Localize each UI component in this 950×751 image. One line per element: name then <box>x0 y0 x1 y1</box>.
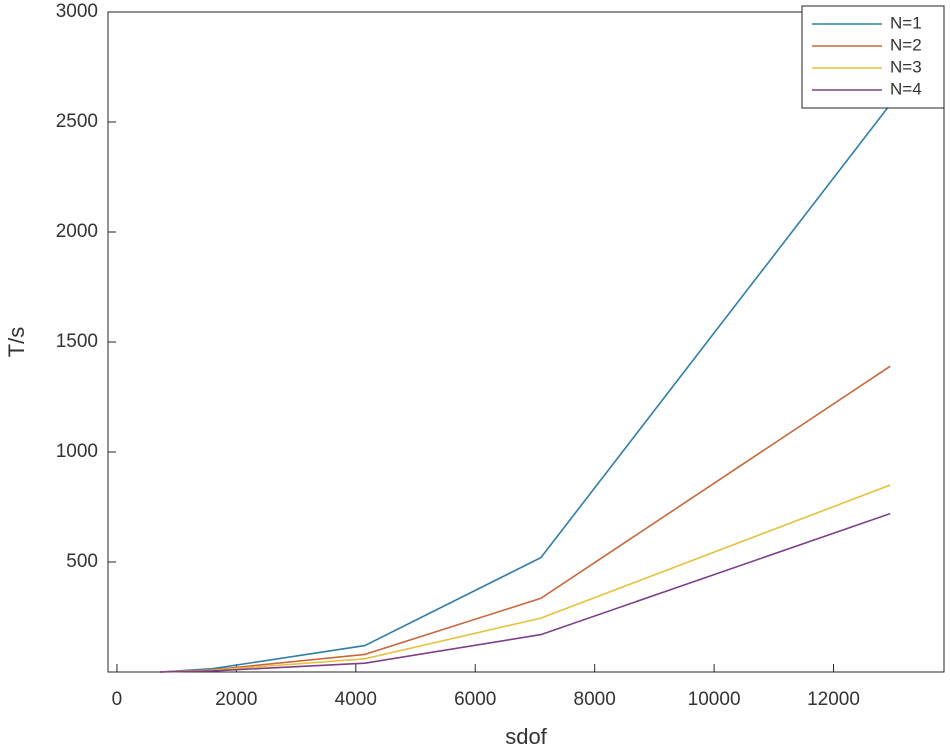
y-tick-label: 1500 <box>56 331 98 352</box>
x-tick-label: 4000 <box>335 689 377 710</box>
legend-box <box>801 5 945 109</box>
legend-label: N=3 <box>890 57 922 76</box>
y-tick-label: 500 <box>66 551 98 572</box>
series-line <box>159 512 891 673</box>
x-tick-label: 10000 <box>688 689 741 710</box>
plot-area <box>107 11 945 673</box>
y-axis-title: T/s <box>4 327 29 358</box>
x-tick-label: 2000 <box>215 689 257 710</box>
x-axis-title: sdof <box>505 724 547 749</box>
legend-label: N=1 <box>890 13 922 32</box>
y-tick-label: 1000 <box>56 441 98 462</box>
x-tick-label: 6000 <box>454 689 496 710</box>
legend-label: N=2 <box>890 35 922 54</box>
legend-label: N=4 <box>890 79 922 98</box>
x-tick-label: 0 <box>112 689 123 710</box>
y-tick-label: 2000 <box>56 221 98 242</box>
x-tick-label: 8000 <box>574 689 616 710</box>
x-tick-label: 12000 <box>807 689 860 710</box>
y-tick-label: 3000 <box>56 1 98 22</box>
y-tick-label: 2500 <box>56 111 98 132</box>
